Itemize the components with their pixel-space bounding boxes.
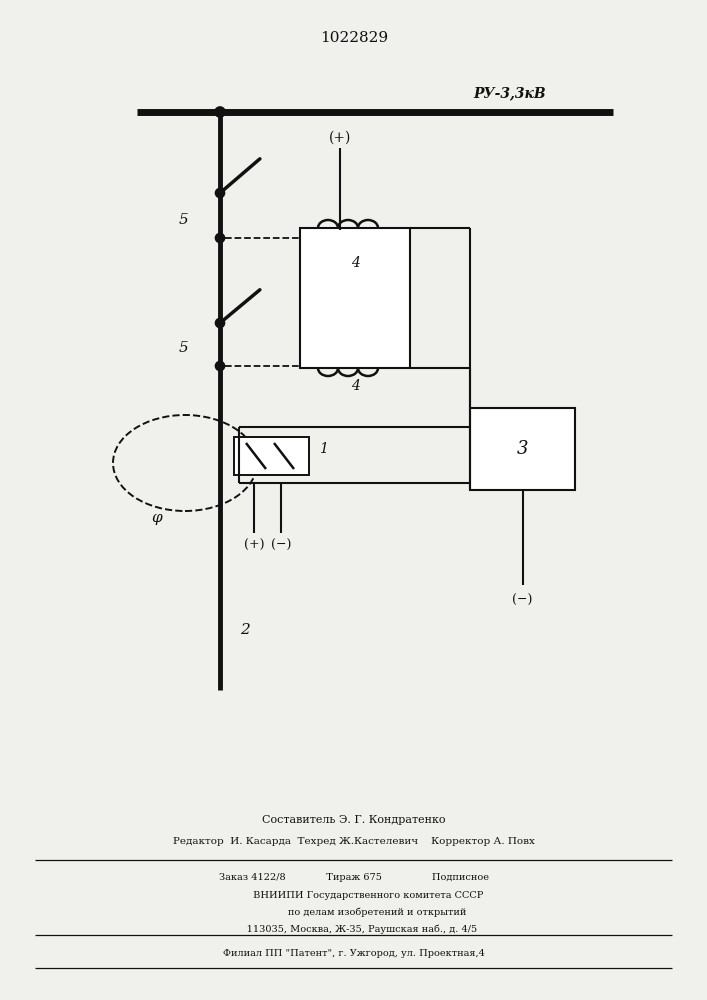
Text: (−): (−) (513, 593, 532, 606)
Text: по делам изобретений и открытий: по делам изобретений и открытий (241, 907, 467, 917)
Text: РУ-3,3кВ: РУ-3,3кВ (474, 86, 547, 100)
Text: ВНИИПИ Государственного комитета СССР: ВНИИПИ Государственного комитета СССР (225, 890, 483, 900)
Bar (470, 408, 575, 490)
Circle shape (216, 318, 225, 328)
Circle shape (216, 361, 225, 370)
Text: 3: 3 (517, 440, 528, 458)
Bar (300, 228, 410, 368)
Text: (−): (−) (271, 538, 291, 552)
Text: 113035, Москва, Ж-35, Раушская наб., д. 4/5: 113035, Москва, Ж-35, Раушская наб., д. … (231, 924, 477, 934)
Text: 2: 2 (240, 623, 250, 637)
Circle shape (216, 188, 225, 198)
Text: Составитель Э. Г. Кондратенко: Составитель Э. Г. Кондратенко (262, 815, 445, 825)
Text: 4: 4 (351, 256, 359, 270)
Text: 1022829: 1022829 (320, 31, 388, 45)
Text: Заказ 4122/8             Тираж 675                Подписное: Заказ 4122/8 Тираж 675 Подписное (219, 874, 489, 882)
Text: 1: 1 (319, 442, 328, 456)
Text: Филиал ПП "Патент", г. Ужгород, ул. Проектная,4: Филиал ПП "Патент", г. Ужгород, ул. Прое… (223, 948, 485, 958)
Circle shape (215, 107, 225, 117)
Text: (+): (+) (244, 538, 264, 552)
Text: 5: 5 (178, 341, 188, 355)
Text: 4: 4 (351, 379, 359, 393)
Text: 5: 5 (178, 213, 188, 227)
Circle shape (216, 233, 225, 242)
Text: (+): (+) (329, 131, 351, 145)
Text: Редактор  И. Касарда  Техред Ж.Кастелевич    Корректор А. Повх: Редактор И. Касарда Техред Ж.Кастелевич … (173, 838, 535, 846)
Text: φ: φ (152, 511, 163, 525)
Bar (234, 437, 309, 475)
